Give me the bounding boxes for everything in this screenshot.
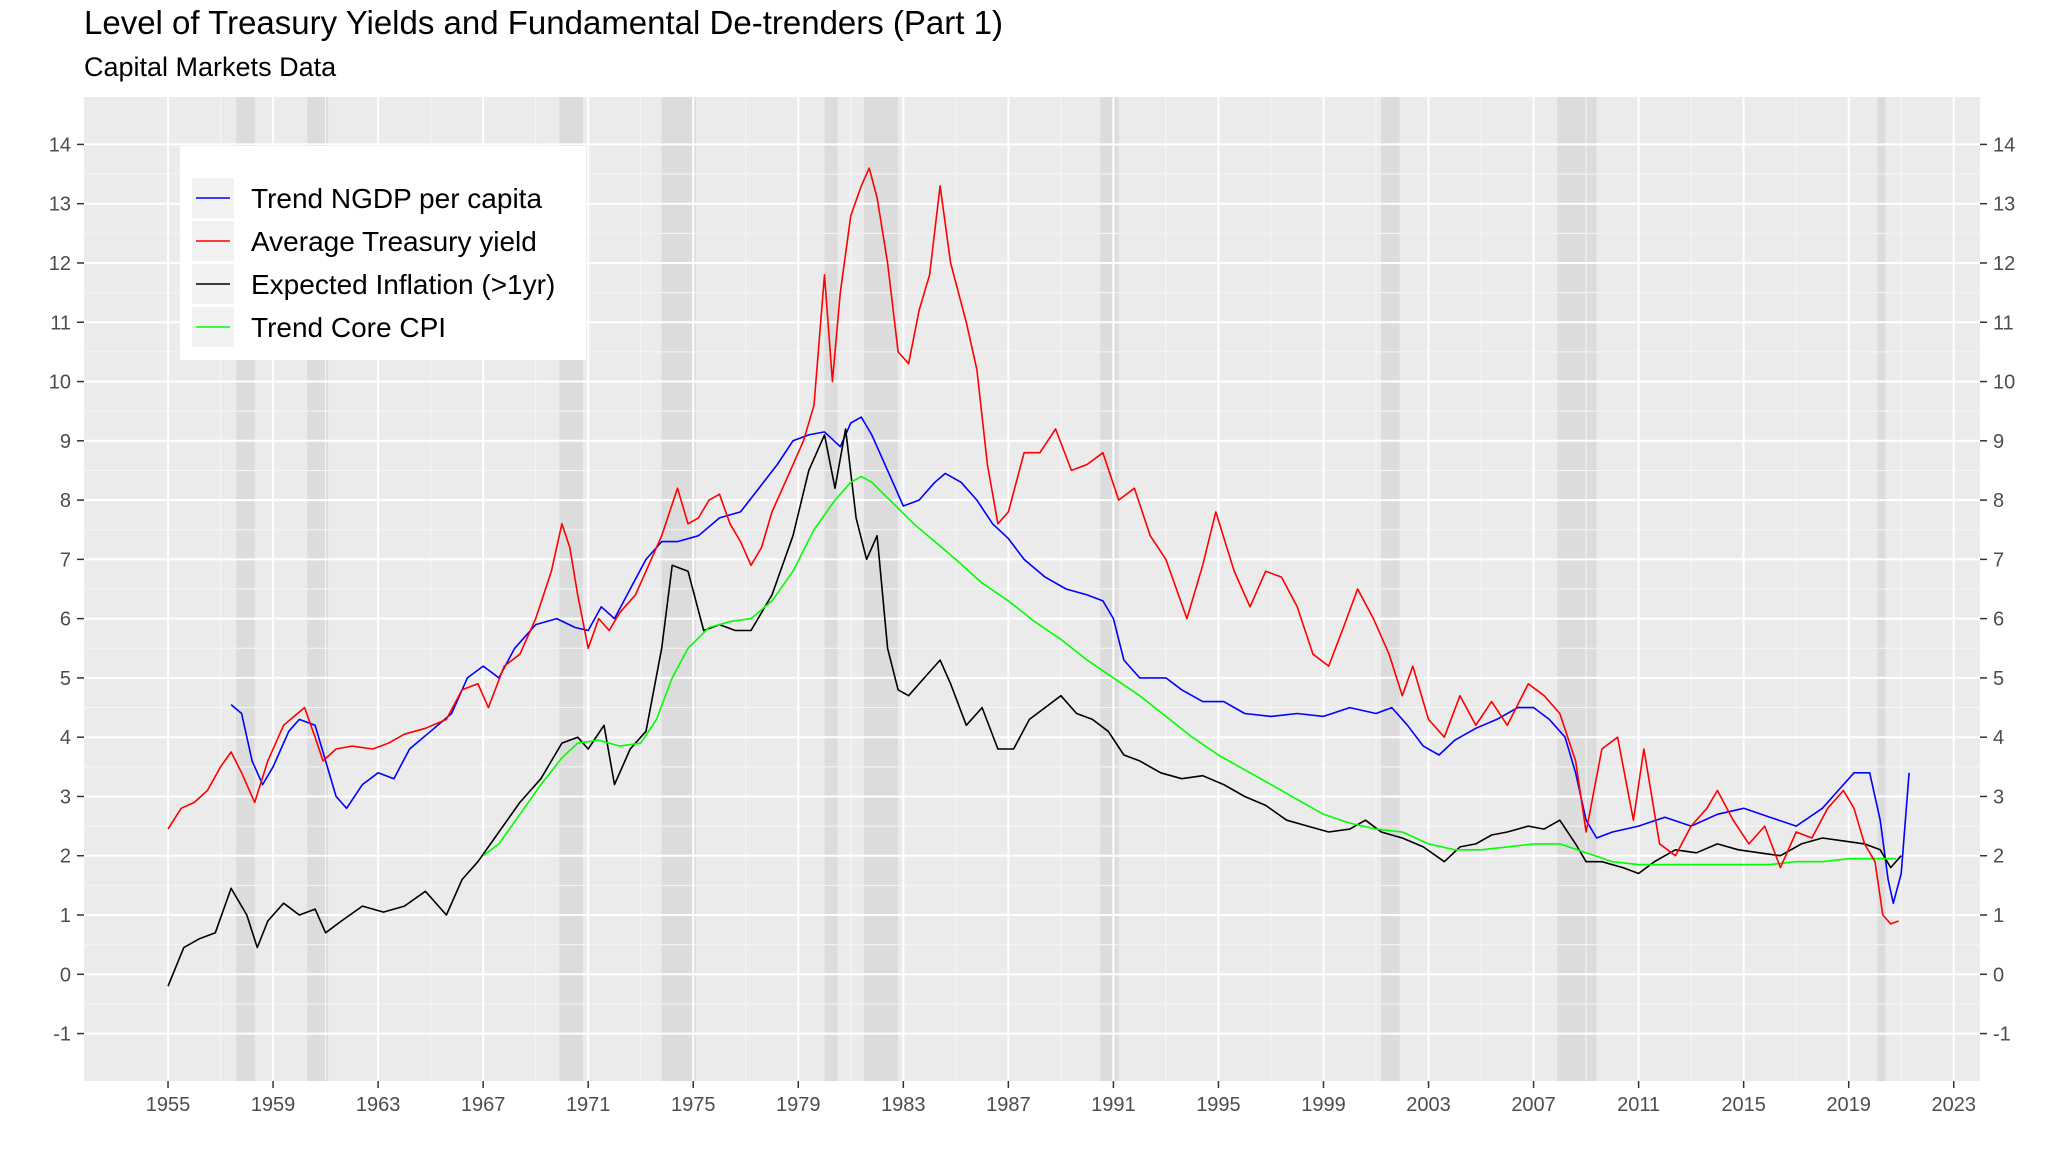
- y-tick-label-left: 3: [60, 786, 71, 808]
- x-tick-label: 1971: [566, 1094, 611, 1116]
- x-tick-label: 1975: [671, 1094, 716, 1116]
- x-tick-label: 1991: [1091, 1094, 1136, 1116]
- y-tick-label-right: 13: [1993, 194, 2015, 216]
- legend: Trend NGDP per capita Average Treasury yi…: [180, 146, 586, 360]
- y-tick-label-left: 13: [49, 194, 71, 216]
- series-line-expected-inflation-1yr: [167, 428, 1902, 987]
- x-tick-label: 1967: [461, 1094, 506, 1116]
- y-tick-label-right: 1: [1993, 905, 2004, 927]
- series-line-average-treasury-yield: [167, 167, 1899, 925]
- y-tick-label-right: 2: [1993, 846, 2004, 868]
- chart-subtitle: Capital Markets Data: [84, 52, 337, 82]
- y-tick-label-right: 5: [1993, 668, 2004, 690]
- y-tick-label-left: -1: [53, 1024, 71, 1046]
- series-line-trend-core-cpi: [482, 475, 1896, 866]
- y-tick-label-left: 11: [50, 312, 71, 334]
- y-tick-label-left: 0: [60, 964, 71, 986]
- x-tick-label: 1999: [1301, 1094, 1346, 1116]
- x-tick-label: 2019: [1826, 1094, 1871, 1116]
- x-tick-label: 1987: [986, 1094, 1031, 1116]
- x-tick-label: 1983: [881, 1094, 926, 1116]
- x-tick-label: 1955: [146, 1094, 191, 1116]
- x-tick-label: 1979: [776, 1094, 821, 1116]
- x-tick-label: 2015: [1721, 1094, 1766, 1116]
- legend-label: Trend NGDP per capita: [251, 183, 542, 214]
- y-tick-label-left: 9: [60, 431, 71, 453]
- y-tick-label-right: 12: [1993, 253, 2015, 275]
- x-tick-label: 1995: [1196, 1094, 1241, 1116]
- y-tick-label-right: 7: [1993, 549, 2004, 571]
- legend-label: Expected Inflation (>1yr): [251, 269, 555, 300]
- x-tick-label: 2023: [1931, 1094, 1976, 1116]
- y-tick-label-right: 9: [1993, 431, 2004, 453]
- y-tick-label-right: 10: [1993, 372, 2015, 394]
- y-tick-label-right: 14: [1993, 134, 2015, 156]
- legend-box: [180, 146, 586, 360]
- x-tick-label: 1963: [356, 1094, 401, 1116]
- y-tick-label-left: 4: [60, 727, 71, 749]
- legend-label: Trend Core CPI: [251, 312, 446, 343]
- y-tick-label-right: 3: [1993, 786, 2004, 808]
- y-tick-label-left: 6: [60, 609, 71, 631]
- series-lines: [167, 167, 1910, 987]
- y-tick-label-left: 2: [60, 846, 71, 868]
- legend-label: Average Treasury yield: [251, 226, 537, 257]
- y-tick-label-right: 0: [1993, 964, 2004, 986]
- x-tick-label: 2003: [1406, 1094, 1451, 1116]
- y-tick-label-left: 12: [49, 253, 71, 275]
- y-tick-label-right: 4: [1993, 727, 2004, 749]
- y-tick-label-right: 6: [1993, 609, 2004, 631]
- y-tick-label-left: 14: [49, 134, 71, 156]
- y-tick-label-left: 5: [60, 668, 71, 690]
- x-tick-label: 2007: [1511, 1094, 1556, 1116]
- y-tick-label-left: 8: [60, 490, 71, 512]
- x-tick-label: 2011: [1617, 1094, 1660, 1116]
- y-tick-label-left: 10: [49, 372, 71, 394]
- x-tick-label: 1959: [251, 1094, 296, 1116]
- chart-title: Level of Treasury Yields and Fundamental…: [84, 4, 1003, 41]
- axes: 1955 1959 1963 1967 1971 1975 1979 1983 1987 1991…: [49, 134, 2016, 1116]
- y-tick-label-right: 11: [1993, 312, 2014, 334]
- y-tick-label-left: 1: [60, 905, 71, 927]
- y-tick-label-right: 8: [1993, 490, 2004, 512]
- y-tick-label-left: 7: [60, 549, 71, 571]
- y-tick-label-right: -1: [1993, 1024, 2011, 1046]
